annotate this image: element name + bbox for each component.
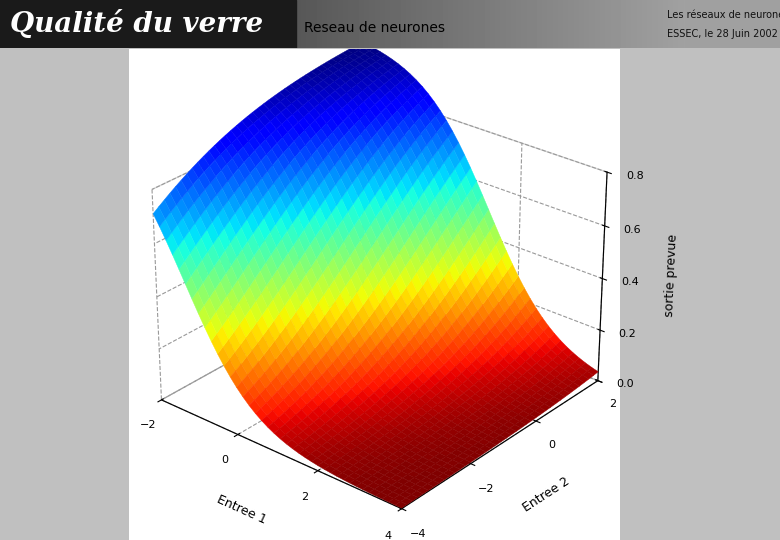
Y-axis label: Entree 2: Entree 2 — [520, 475, 572, 515]
Bar — [686, 0, 780, 48]
Text: Les réseaux de neurones pour  l'apprentissage: Les réseaux de neurones pour l'apprentis… — [667, 10, 780, 21]
X-axis label: Entree 1: Entree 1 — [215, 492, 268, 526]
Text: Qualité du verre: Qualité du verre — [10, 9, 264, 38]
Bar — [0, 0, 296, 48]
Text: ESSEC, le 28 Juin 2002: ESSEC, le 28 Juin 2002 — [667, 29, 778, 39]
Title: Reseau de neurones: Reseau de neurones — [304, 21, 445, 35]
